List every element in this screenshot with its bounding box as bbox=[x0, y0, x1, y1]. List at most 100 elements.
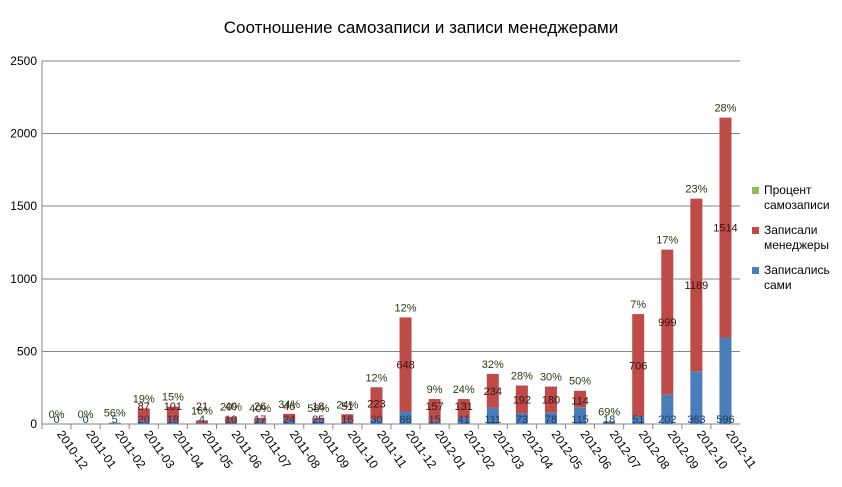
data-label-self: 15 bbox=[429, 414, 441, 426]
data-label-percent: 0% bbox=[78, 409, 94, 421]
data-label-manager: 131 bbox=[455, 401, 473, 413]
bar-self-2011-02 bbox=[108, 423, 121, 424]
bar-self-2011-04 bbox=[166, 421, 179, 424]
bar-self-2012-06 bbox=[574, 407, 587, 424]
bar-manager-2011-12 bbox=[399, 317, 412, 412]
bar-self-2011-08 bbox=[283, 420, 296, 424]
data-label-self: 596 bbox=[716, 414, 734, 426]
data-label-self: 30 bbox=[370, 414, 382, 426]
data-label-percent: 9% bbox=[427, 384, 443, 396]
bar-self-2012-02 bbox=[457, 418, 470, 424]
data-label-self: 0 bbox=[53, 414, 59, 426]
data-label-percent: 19% bbox=[133, 393, 155, 405]
data-label-self: 24 bbox=[283, 414, 295, 426]
bar-self-2012-08 bbox=[632, 416, 645, 424]
data-label-self: 10 bbox=[225, 414, 237, 426]
data-label-self: 115 bbox=[571, 414, 589, 426]
bar-self-2012-04 bbox=[515, 413, 528, 424]
bar-self-2011-05 bbox=[195, 423, 208, 424]
bar-self-2012-09 bbox=[661, 394, 674, 424]
data-label-percent: 24% bbox=[453, 384, 475, 396]
data-label-self: 18 bbox=[603, 414, 615, 426]
data-label-manager: 40 bbox=[225, 401, 237, 413]
bar-manager-2011-03 bbox=[137, 408, 150, 422]
data-label-self: 18 bbox=[167, 414, 179, 426]
bar-manager-2011-06 bbox=[225, 416, 238, 423]
bar-self-2012-05 bbox=[544, 412, 557, 424]
bar-self-2012-10 bbox=[690, 371, 703, 424]
legend-label-percent: Процент самозаписи bbox=[764, 183, 830, 212]
bar-manager-2012-11 bbox=[719, 117, 732, 338]
bar-self-2011-10 bbox=[341, 421, 354, 424]
data-label-self: 51 bbox=[632, 414, 644, 426]
data-label-self: 20 bbox=[138, 414, 150, 426]
data-label-percent: 12% bbox=[395, 302, 417, 314]
data-label-manager: 18 bbox=[312, 401, 324, 413]
bar-manager-2012-04 bbox=[515, 385, 528, 414]
bar-manager-2011-08 bbox=[283, 413, 296, 421]
data-label-percent: 32% bbox=[482, 359, 504, 371]
legend-item-manager: Записали менеджеры bbox=[752, 223, 842, 253]
bar-manager-2011-04 bbox=[166, 406, 179, 422]
data-label-self: 41 bbox=[458, 414, 470, 426]
data-label-manager: 192 bbox=[513, 394, 531, 406]
legend-swatch-self bbox=[752, 267, 759, 274]
data-label-self: 0 bbox=[83, 414, 89, 426]
chart-legend: Процент самозаписи Записали менеджеры За… bbox=[752, 183, 842, 303]
data-label-self: 78 bbox=[545, 414, 557, 426]
data-label-percent: 40% bbox=[249, 403, 271, 415]
data-label-manager: 157 bbox=[425, 401, 443, 413]
data-label-self: 25 bbox=[312, 414, 324, 426]
data-label-manager: 26 bbox=[254, 401, 266, 413]
bar-manager-2012-03 bbox=[486, 373, 499, 408]
data-label-percent: 7% bbox=[630, 299, 646, 311]
data-label-percent: 24% bbox=[336, 399, 358, 411]
data-label-manager: 999 bbox=[658, 317, 676, 329]
data-label-manager: 46 bbox=[283, 401, 295, 413]
legend-label-self: Записались сами bbox=[764, 263, 830, 292]
bar-self-2012-07 bbox=[603, 421, 616, 424]
data-label-percent: 30% bbox=[540, 372, 562, 384]
y-tick-label: 0 bbox=[30, 417, 37, 431]
bar-self-2011-09 bbox=[312, 420, 325, 424]
y-tick-label: 1000 bbox=[10, 272, 37, 286]
bar-manager-2011-05 bbox=[195, 420, 208, 424]
data-label-manager: 1514 bbox=[713, 223, 737, 235]
data-label-percent: 20% bbox=[220, 402, 242, 414]
bar-self-2011-07 bbox=[254, 421, 267, 424]
legend-label-manager: Записали менеджеры bbox=[764, 223, 829, 252]
data-label-self: 5 bbox=[112, 414, 118, 426]
bar-manager-2011-07 bbox=[254, 417, 267, 422]
data-label-self: 16 bbox=[341, 414, 353, 426]
bar-manager-2012-06 bbox=[574, 390, 587, 408]
data-label-manager: 114 bbox=[571, 396, 589, 408]
legend-swatch-percent bbox=[752, 187, 759, 194]
data-label-percent: 17% bbox=[656, 235, 678, 247]
chart-title: Соотношение самозаписи и записи менеджер… bbox=[223, 18, 619, 37]
data-label-percent: 28% bbox=[714, 103, 736, 115]
bar-manager-2011-02 bbox=[108, 422, 121, 424]
data-label-percent: 0% bbox=[49, 409, 65, 421]
bar-self-2011-12 bbox=[399, 411, 412, 424]
data-label-manager: 234 bbox=[484, 386, 502, 398]
data-label-percent: 12% bbox=[365, 372, 387, 384]
bar-self-2012-03 bbox=[486, 407, 499, 424]
data-label-percent: 16% bbox=[191, 405, 213, 417]
y-tick-label: 2000 bbox=[10, 127, 37, 141]
data-label-percent: 56% bbox=[104, 408, 126, 420]
data-label-percent: 28% bbox=[511, 371, 533, 383]
data-label-manager: 51 bbox=[341, 401, 353, 413]
bar-manager-2012-10 bbox=[690, 198, 703, 372]
data-label-self: 4 bbox=[199, 414, 205, 426]
data-label-manager: 101 bbox=[164, 401, 182, 413]
data-label-self: 363 bbox=[687, 414, 705, 426]
data-label-percent: 15% bbox=[162, 392, 184, 404]
data-label-manager: 706 bbox=[629, 360, 647, 372]
bar-manager-2011-10 bbox=[341, 414, 354, 422]
legend-item-percent: Процент самозаписи bbox=[752, 183, 842, 213]
legend-swatch-manager bbox=[752, 227, 759, 234]
bar-manager-2011-11 bbox=[370, 387, 383, 420]
data-label-percent: 23% bbox=[685, 184, 707, 196]
